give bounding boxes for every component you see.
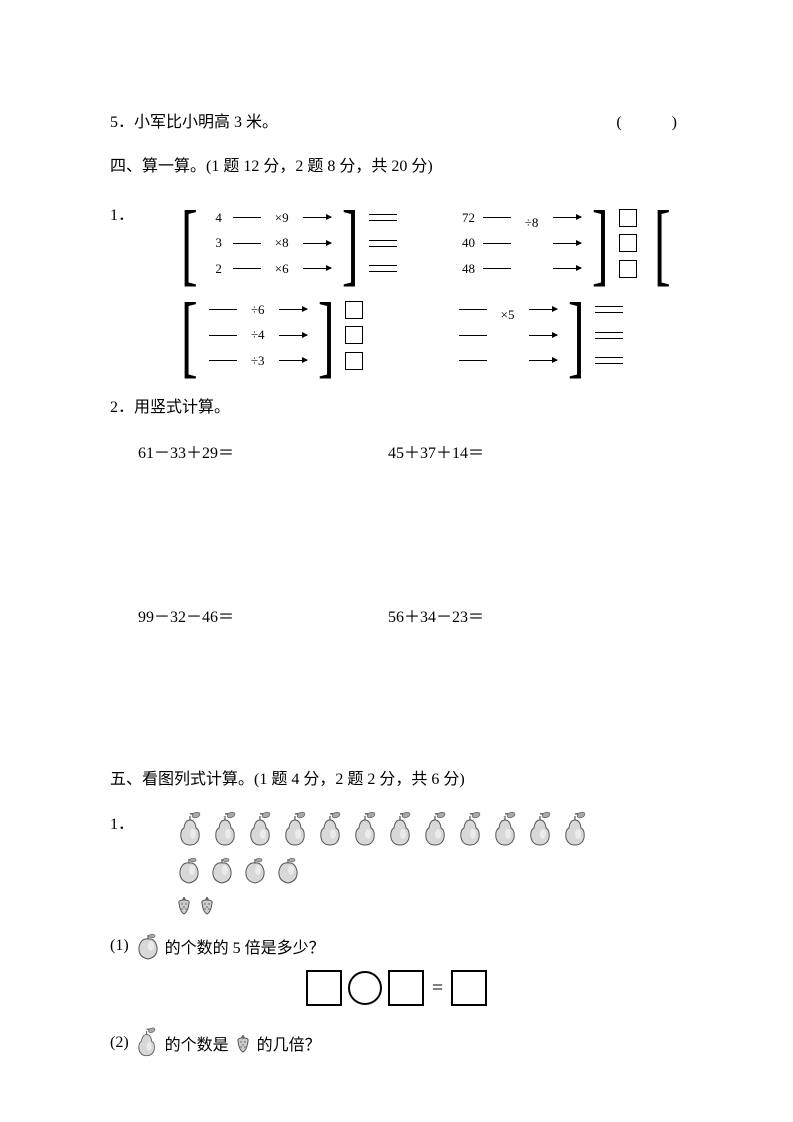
d2-num-2: 48 (459, 261, 479, 277)
apple-icon (273, 856, 305, 886)
d2-arrows-1 (483, 197, 511, 289)
pear-icon (524, 810, 558, 848)
sub-question-2: (2) 的个数是 的几倍？ (110, 1026, 683, 1060)
question-5: 5．小军比小明高 3 米。 ( ) (110, 110, 683, 136)
bracket-close-icon-4: ] (567, 289, 584, 381)
sub2-text2: 的几倍？ (257, 1031, 321, 1055)
d1-boxes (345, 289, 369, 381)
q1-label-s5: 1． (110, 810, 134, 834)
diagram-2: 72 40 48 ÷8 ] [ ×5 ] (459, 197, 683, 381)
eq-sign: = (430, 977, 445, 1000)
d2-arrows-4 (529, 289, 557, 381)
section-4-q1: 1． [ 4 3 2 ×9 ×8 ×6 ] [ ÷6 ÷4 ÷3 (110, 197, 683, 381)
strawberry-icon (197, 894, 219, 918)
d2-num-1: 40 (459, 235, 479, 251)
pear-icon (419, 810, 453, 848)
pear-icon (209, 810, 243, 848)
expr-2: 45＋37＋14＝ (388, 439, 638, 463)
pear-icon (314, 810, 348, 848)
d1-arrows-4 (279, 289, 307, 381)
q5-text: 5．小军比小明高 3 米。 (110, 110, 278, 136)
diagram1-ops2: ÷6 ÷4 ÷3 (241, 289, 275, 381)
d1-arrows-2 (303, 197, 331, 289)
bracket-close-icon-3: ] (591, 197, 608, 289)
bracket-close-icon: ] (342, 197, 359, 289)
sub1-text: 的个数的 5 倍是多少？ (165, 934, 325, 958)
d1-num-2: 2 (209, 261, 229, 277)
diagram2-inputs: 72 40 48 (459, 197, 479, 289)
section-5-q1: 1． (110, 810, 683, 918)
section-4-title: 四、算一算。(1 题 12 分，2 题 8 分，共 20 分) (110, 154, 683, 180)
expr-4: 56＋34－23＝ (388, 603, 638, 627)
apple-row (174, 856, 593, 886)
pear-icon (559, 810, 593, 848)
expr-1: 61－33＋29＝ (138, 439, 388, 463)
d1-arrows-1 (233, 197, 261, 289)
eq-box-1 (306, 970, 342, 1006)
equation-boxes: = (110, 970, 683, 1006)
bracket-open-icon-3: [ (654, 197, 671, 289)
eq-circle (348, 971, 382, 1005)
pear-icon (454, 810, 488, 848)
diagram1-ops1: ×9 ×8 ×6 (265, 197, 299, 289)
pear-icon (133, 1026, 161, 1060)
pear-icon (349, 810, 383, 848)
d1-op2-2: ÷3 (241, 353, 275, 369)
pear-icon (279, 810, 313, 848)
apple-icon (133, 932, 161, 960)
apple-icon (240, 856, 272, 886)
d1-op1-2: ×6 (265, 261, 299, 277)
sub1-label: (1) (110, 937, 129, 955)
sub2-text1: 的个数是 (165, 1031, 229, 1055)
d2-doubles (595, 289, 623, 381)
d1-op2-0: ÷6 (241, 302, 275, 318)
eq-box-2 (388, 970, 424, 1006)
d1-arrows-3 (209, 289, 237, 381)
sub-question-1: (1) 的个数的 5 倍是多少？ (110, 932, 683, 960)
pear-row (174, 810, 593, 848)
d1-op1-1: ×8 (265, 235, 299, 251)
vertical-row-1: 61－33＋29＝ 45＋37＋14＝ (138, 439, 683, 463)
diagram2-ops2: ×5 (491, 289, 525, 381)
section-5-title: 五、看图列式计算。(1 题 4 分，2 题 2 分，共 6 分) (110, 767, 683, 793)
section-4-q2-label: 2．用竖式计算。 (110, 395, 683, 421)
d1-num-1: 3 (209, 235, 229, 251)
d1-op2-1: ÷4 (241, 327, 275, 343)
eq-box-3 (451, 970, 487, 1006)
pear-icon (244, 810, 278, 848)
pear-icon (174, 810, 208, 848)
d2-op2-0: ×5 (491, 307, 525, 323)
apple-icon (207, 856, 239, 886)
vertical-row-2: 99－32－46＝ 56＋34－23＝ (138, 603, 683, 627)
diagram2-ops1: ÷8 (515, 197, 549, 289)
apple-icon (174, 856, 206, 886)
diagram-1: [ 4 3 2 ×9 ×8 ×6 ] [ ÷6 ÷4 ÷3 ] (174, 197, 419, 381)
strawberry-icon (174, 894, 196, 918)
d2-arrows-2 (553, 197, 581, 289)
d2-boxes-1 (619, 197, 643, 289)
strawberry-icon (233, 1032, 253, 1054)
expr-3: 99－32－46＝ (138, 603, 388, 627)
bracket-close-icon-2: ] (318, 289, 335, 381)
bracket-open-icon: [ (181, 197, 198, 289)
sub2-label: (2) (110, 1034, 129, 1052)
fruit-display (174, 810, 593, 918)
d2-arrows-3 (459, 289, 487, 381)
d2-op1-0: ÷8 (515, 215, 549, 231)
strawberry-row (174, 894, 593, 918)
bracket-open-icon-2: [ (181, 289, 198, 381)
d1-num-0: 4 (209, 210, 229, 226)
q5-paren: ( ) (616, 110, 683, 136)
page: 5．小军比小明高 3 米。 ( ) 四、算一算。(1 题 12 分，2 题 8 … (0, 0, 793, 1060)
pear-icon (384, 810, 418, 848)
d2-num-0: 72 (459, 210, 479, 226)
d1-op1-0: ×9 (265, 210, 299, 226)
diagram1-inputs: 4 3 2 (209, 197, 229, 289)
d1-doubles (369, 197, 397, 289)
q1-label: 1． (110, 197, 134, 225)
pear-icon (489, 810, 523, 848)
